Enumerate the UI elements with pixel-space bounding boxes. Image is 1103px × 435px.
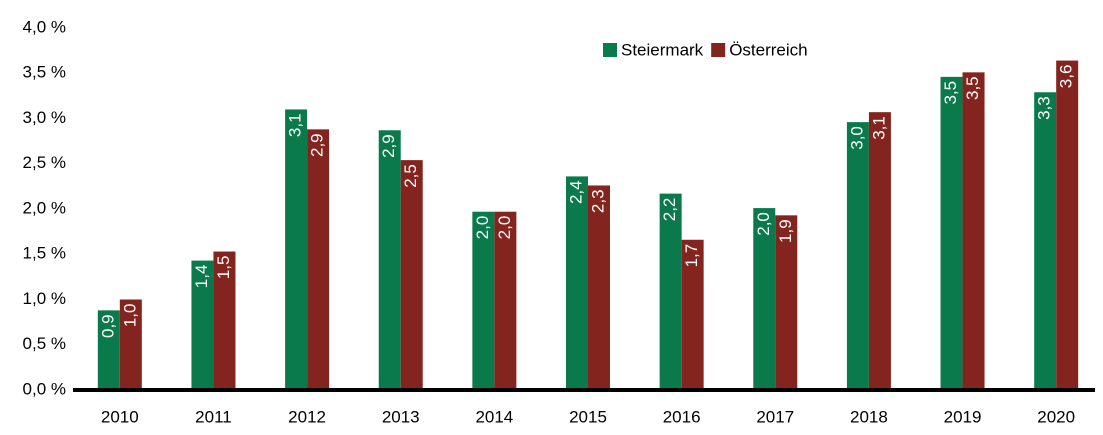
bar xyxy=(588,185,610,390)
value-label: 1,4 xyxy=(192,265,211,289)
bar xyxy=(307,129,330,391)
value-label: 0,9 xyxy=(98,314,117,338)
y-tick-label: 1,0 % xyxy=(23,289,66,308)
x-tick-label: 2020 xyxy=(1037,407,1075,426)
x-tick-label: 2018 xyxy=(850,407,888,426)
legend-label: Österreich xyxy=(729,40,807,59)
x-tick-label: 2015 xyxy=(569,407,607,426)
value-label: 3,0 xyxy=(847,126,866,150)
x-tick-label: 2017 xyxy=(756,407,794,426)
value-label: 3,1 xyxy=(286,113,305,137)
value-label: 1,7 xyxy=(682,244,701,268)
value-label: 2,9 xyxy=(308,133,327,157)
value-label: 1,5 xyxy=(214,256,233,280)
bar xyxy=(753,208,776,390)
value-label: 2,9 xyxy=(379,134,398,158)
bar xyxy=(191,260,214,390)
value-label: 3,5 xyxy=(963,76,982,100)
bar xyxy=(1034,92,1057,390)
bar xyxy=(868,112,891,390)
x-tick-label: 2011 xyxy=(195,407,232,426)
value-label: 2,0 xyxy=(495,216,514,240)
y-tick-label: 0,0 % xyxy=(23,379,66,398)
bar xyxy=(213,251,236,390)
bar xyxy=(119,299,142,390)
y-tick-label: 3,5 % xyxy=(23,63,66,82)
value-label: 2,4 xyxy=(566,180,585,204)
value-label: 3,6 xyxy=(1057,65,1076,89)
bar xyxy=(494,211,517,390)
legend-swatch xyxy=(603,43,617,57)
value-label: 3,1 xyxy=(869,116,888,140)
bar xyxy=(846,122,869,391)
bar xyxy=(400,160,423,390)
x-tick-label: 2016 xyxy=(663,407,701,426)
y-tick-label: 2,0 % xyxy=(23,198,66,217)
y-tick-label: 2,5 % xyxy=(23,153,66,172)
bar xyxy=(566,176,588,390)
x-tick-label: 2010 xyxy=(101,407,139,426)
legend-label: Steiermark xyxy=(621,40,704,59)
y-tick-label: 4,0 % xyxy=(23,17,66,36)
value-label: 3,5 xyxy=(941,81,960,105)
bar xyxy=(472,211,495,390)
bar xyxy=(285,109,308,390)
bar xyxy=(97,310,120,390)
y-tick-label: 1,5 % xyxy=(23,244,66,263)
y-tick-label: 0,5 % xyxy=(23,334,66,353)
x-tick-label: 2019 xyxy=(944,407,982,426)
value-label: 1,0 xyxy=(120,304,139,328)
value-label: 2,3 xyxy=(588,189,607,213)
value-label: 2,2 xyxy=(660,198,679,222)
x-tick-label: 2013 xyxy=(382,407,420,426)
bar xyxy=(775,215,798,390)
value-label: 1,9 xyxy=(776,219,795,243)
value-label: 3,3 xyxy=(1035,96,1054,120)
bar xyxy=(681,239,704,390)
bar xyxy=(659,193,682,390)
x-tick-label: 2012 xyxy=(288,407,326,426)
y-tick-label: 3,0 % xyxy=(23,108,66,127)
value-label: 2,0 xyxy=(473,216,492,240)
value-label: 2,5 xyxy=(401,164,420,188)
bar xyxy=(962,72,985,390)
x-tick-label: 2014 xyxy=(475,407,513,426)
bar xyxy=(940,76,963,391)
bar xyxy=(378,130,401,390)
legend-swatch xyxy=(711,43,726,57)
value-label: 2,0 xyxy=(754,212,773,236)
bar xyxy=(1056,60,1079,391)
